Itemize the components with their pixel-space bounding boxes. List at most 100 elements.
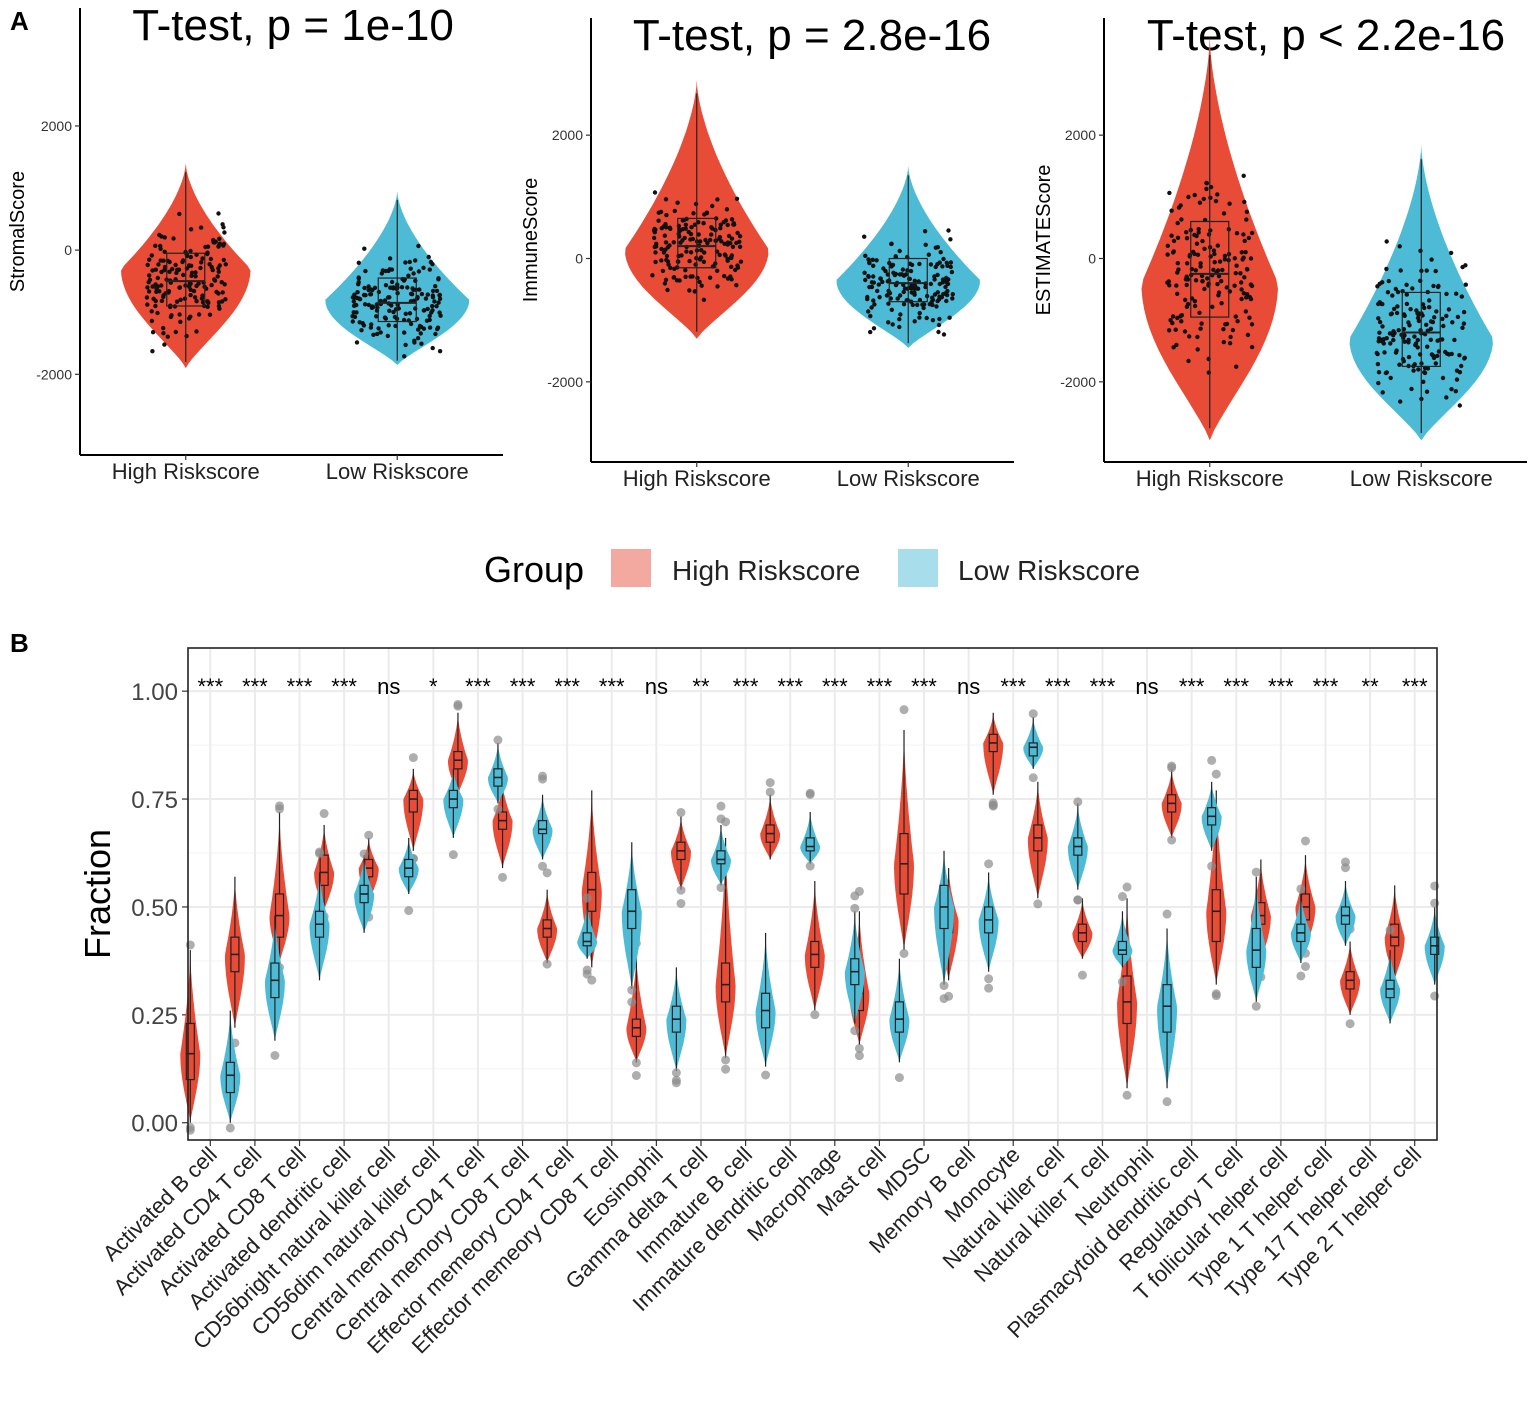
data-point: [1185, 301, 1191, 307]
data-point: [212, 277, 217, 282]
y-axis-label: StromalScore: [7, 171, 29, 292]
data-point: [1433, 268, 1438, 274]
immune-cell-fraction-chart: 0.000.250.500.751.00Fraction***Activated…: [77, 647, 1445, 1358]
data-point: [1216, 274, 1222, 279]
data-point: [665, 245, 671, 250]
data-point: [1196, 226, 1201, 232]
data-point: [408, 266, 413, 271]
data-point: [357, 320, 362, 325]
data-point: [909, 262, 915, 268]
significance-label: ***: [510, 674, 536, 699]
data-point: [182, 296, 188, 301]
data-point: [710, 203, 715, 209]
data-point: [216, 266, 221, 271]
data-point: [427, 325, 433, 330]
data-point: [145, 302, 150, 307]
data-point: [425, 306, 430, 312]
outlier-point: [185, 940, 195, 950]
y-tick-label: 2000: [1065, 127, 1096, 143]
x-category-label: High Riskscore: [1136, 466, 1284, 491]
data-point: [1406, 320, 1411, 325]
data-point: [200, 293, 205, 298]
data-point: [1420, 302, 1426, 307]
data-point: [437, 293, 442, 298]
data-point: [219, 299, 225, 304]
data-point: [1446, 307, 1452, 312]
data-point: [1232, 283, 1237, 288]
data-point: [419, 291, 425, 297]
data-point: [1441, 323, 1446, 329]
data-point: [216, 269, 221, 274]
data-point: [177, 211, 182, 217]
data-point: [920, 302, 925, 307]
data-point: [1215, 243, 1221, 248]
box-iqr: [408, 789, 418, 813]
data-point: [413, 258, 418, 263]
data-point: [162, 264, 168, 270]
data-point: [725, 222, 730, 228]
data-point: [1245, 292, 1250, 297]
data-point: [1239, 287, 1244, 292]
data-point: [1459, 363, 1464, 369]
data-point: [699, 283, 704, 288]
data-point: [1376, 370, 1382, 375]
data-point: [1431, 355, 1437, 361]
data-point: [949, 269, 955, 275]
data-point: [366, 284, 371, 289]
data-point: [1247, 315, 1252, 320]
data-point: [921, 305, 926, 311]
significance-label: ns: [377, 674, 400, 699]
data-point: [863, 277, 868, 283]
data-point: [435, 326, 440, 332]
data-point: [932, 292, 938, 297]
data-point: [1435, 284, 1441, 290]
data-point: [217, 241, 222, 246]
data-point: [703, 237, 708, 243]
significance-label: ns: [645, 674, 668, 699]
outlier-point: [1430, 991, 1440, 1001]
data-point: [1406, 340, 1411, 345]
significance-label: ***: [242, 674, 268, 699]
data-point: [1241, 232, 1246, 237]
outlier-point: [498, 872, 508, 882]
data-point: [419, 324, 424, 330]
outlier-point: [1122, 1090, 1132, 1100]
data-point: [1429, 352, 1435, 357]
data-point: [1167, 190, 1172, 196]
data-point: [371, 332, 376, 337]
data-point: [1171, 249, 1177, 254]
data-point: [161, 258, 166, 263]
data-point: [683, 222, 689, 227]
data-point: [1432, 315, 1437, 320]
data-point: [738, 259, 744, 264]
data-point: [1425, 366, 1431, 371]
y-tick-label: 0.25: [131, 1003, 178, 1030]
data-point: [177, 285, 182, 290]
data-point: [187, 281, 192, 286]
box-iqr: [1190, 220, 1230, 318]
outlier-point: [542, 959, 552, 969]
data-point: [434, 288, 440, 294]
data-point: [389, 303, 394, 308]
data-point: [188, 248, 193, 254]
data-point: [1171, 345, 1176, 350]
data-point: [926, 252, 931, 257]
data-point: [1404, 292, 1410, 297]
data-point: [897, 293, 903, 298]
data-point: [1192, 303, 1198, 309]
data-point: [718, 226, 723, 231]
data-point: [222, 230, 227, 235]
data-point: [686, 229, 691, 235]
data-point: [895, 296, 900, 301]
data-point: [1179, 313, 1185, 318]
y-tick-label: 0: [64, 242, 72, 258]
data-point: [1433, 361, 1439, 366]
data-point: [1165, 280, 1170, 285]
data-point: [153, 303, 158, 309]
data-point: [653, 250, 658, 255]
data-point: [1377, 281, 1382, 286]
data-point: [186, 316, 192, 321]
data-point: [898, 312, 903, 317]
outlier-point: [899, 705, 909, 715]
data-point: [877, 295, 882, 300]
